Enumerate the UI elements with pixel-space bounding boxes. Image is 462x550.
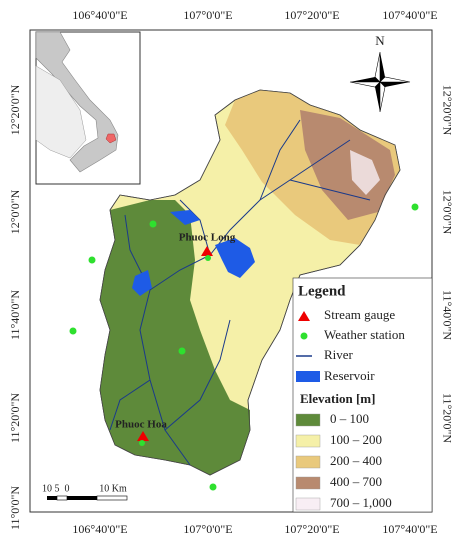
reservoirs [132, 210, 255, 296]
lon-label: 106°40'0"E [72, 522, 127, 536]
north-label: N [375, 33, 385, 48]
legend-label: 0 – 100 [330, 411, 369, 426]
lat-label: 12°0'0"N [8, 189, 22, 234]
legend-subtitle: Elevation [m] [300, 391, 375, 406]
lon-label: 107°0'0"E [183, 8, 232, 22]
legend-label: 200 – 400 [330, 453, 382, 468]
legend-label: River [324, 347, 354, 362]
legend-label: 400 – 700 [330, 474, 382, 489]
basin [99, 89, 401, 476]
lat-label: 12°20'0"N [8, 84, 22, 135]
scale-label: 5 [55, 483, 60, 494]
lat-label: 12°0'0"N [440, 190, 454, 235]
lat-label: 11°0'0"N [8, 486, 22, 530]
legend-swatch [295, 413, 321, 427]
inset-map [35, 31, 141, 185]
lon-label: 107°20'0"E [284, 522, 339, 536]
legend-swatch [295, 434, 321, 448]
legend-label: 100 – 200 [330, 432, 382, 447]
place-label: Phuoc Long [179, 232, 236, 244]
lat-label: 11°40'0"N [440, 290, 454, 340]
lon-label: 107°40'0"E [382, 8, 437, 22]
scale-bar: 10 5 0 10 Km [42, 483, 128, 501]
lat-label: 11°40'0"N [8, 290, 22, 340]
scale-label: 10 Km [99, 483, 127, 494]
scale-label: 10 [42, 483, 52, 494]
lat-label: 11°20'0"N [440, 393, 454, 443]
lon-label: 107°20'0"E [284, 8, 339, 22]
legend-label: 700 – 1,000 [330, 495, 392, 510]
lat-label: 12°20'0"N [440, 85, 454, 136]
legend-swatch [295, 476, 321, 490]
lon-label: 107°0'0"E [183, 522, 232, 536]
lon-label: 107°40'0"E [382, 522, 437, 536]
legend-label: Weather station [324, 327, 405, 342]
north-arrow: N [349, 33, 411, 113]
weather-stations [69, 203, 419, 491]
place-label: Phuoc Hoa [115, 419, 167, 431]
legend: Legend Elevation [m] [292, 277, 433, 513]
lat-label: 11°20'0"N [8, 393, 22, 443]
scale-label: 0 [65, 483, 70, 494]
lon-label: 106°40'0"E [72, 8, 127, 22]
legend-swatch [295, 455, 321, 469]
legend-label: Stream gauge [324, 307, 395, 322]
legend-swatch [295, 497, 321, 511]
legend-title: Legend [298, 283, 346, 299]
stream-gauges [137, 246, 213, 441]
legend-label: Reservoir [324, 368, 375, 383]
